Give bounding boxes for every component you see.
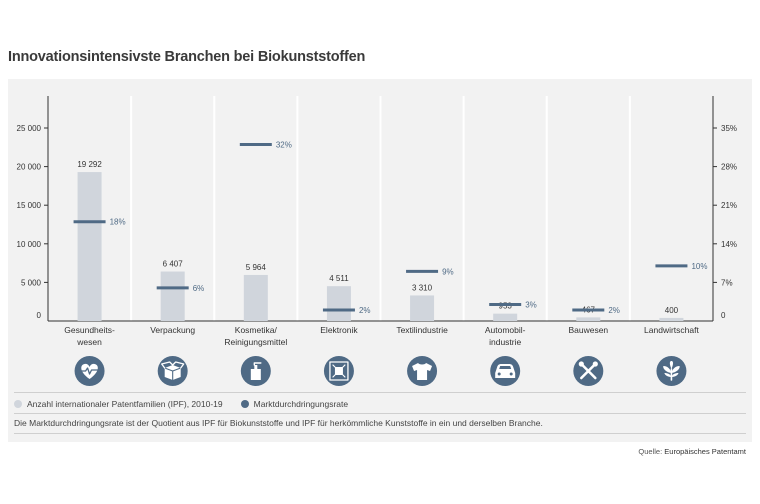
icon-glyph [254, 365, 258, 369]
footnote: Die Marktdurchdringungsrate ist der Quot… [14, 418, 543, 428]
bar [77, 172, 102, 321]
bar-value-label: 6 407 [163, 260, 184, 269]
icon-glyph [664, 373, 679, 377]
y-left-tick-label: 0 [37, 311, 42, 320]
icon-glyph [161, 361, 185, 369]
divider-middle [14, 413, 746, 414]
icon-glyph [580, 362, 597, 380]
icon-glyph [412, 363, 433, 380]
y-right-tick-label: 7% [721, 278, 733, 287]
bar [576, 317, 601, 321]
legend-item-rate: Marktdurchdringungsrate [240, 399, 349, 409]
icon-glyph [578, 361, 584, 367]
y-left-tick-label: 5 000 [21, 278, 42, 287]
bar-value-label: 19 292 [77, 160, 102, 169]
rate-value-label: 2% [359, 306, 371, 315]
rate-value-label: 3% [525, 300, 537, 309]
legend-label-rate: Marktdurchdringungsrate [253, 399, 349, 409]
bar [659, 317, 684, 321]
bar [493, 313, 518, 321]
legend-swatch-rate [240, 400, 249, 408]
y-right-tick-label: 35% [721, 124, 737, 133]
icon-glyph [671, 366, 680, 373]
category-label: Textilindustrie [396, 325, 448, 335]
heart-pulse-icon [74, 356, 105, 386]
rate-value-label: 6% [193, 284, 205, 293]
icon-glyph [164, 367, 182, 381]
y-right-tick-label: 21% [721, 201, 737, 210]
category-label: industrie [489, 337, 521, 347]
category-label: Elektronik [320, 325, 358, 335]
bar [410, 295, 435, 321]
category-label: Bauwesen [568, 325, 608, 335]
chart-title: Innovationsintensivste Branchen bei Biok… [8, 49, 366, 65]
dispenser-bottle-icon [240, 356, 271, 386]
bar-value-label: 953 [499, 302, 513, 311]
icon-glyph [669, 361, 674, 369]
category-label: Landwirtschaft [644, 325, 699, 335]
divider-top [14, 392, 746, 393]
legend: Anzahl internationaler Patentfamilien (I… [14, 399, 366, 409]
bar-value-label: 3 310 [412, 283, 433, 292]
bar-value-label: 4 511 [329, 274, 349, 283]
legend-item-ipf: Anzahl internationaler Patentfamilien (I… [14, 399, 223, 409]
y-left-tick-label: 10 000 [17, 240, 42, 249]
rate-value-label: 2% [608, 306, 620, 315]
rate-value-label: 10% [691, 262, 707, 271]
icon-glyph [499, 366, 512, 369]
rate-value-label: 9% [442, 267, 454, 276]
y-left-tick-label: 15 000 [17, 201, 42, 210]
icon-glyph [332, 364, 346, 378]
icon-glyph [334, 367, 343, 375]
legend-label-ipf: Anzahl internationaler Patentfamilien (I… [27, 399, 223, 409]
rate-value-label: 18% [110, 218, 126, 227]
circuit-chip-icon [323, 356, 354, 386]
source-label: Quelle: [638, 447, 663, 456]
bar-value-label: 5 964 [246, 263, 267, 272]
source: Quelle: Europäisches Patentamt [638, 447, 746, 456]
plant-icon [656, 356, 687, 386]
category-label: Kosmetika/ [235, 325, 278, 335]
category-label: Gesundheits- [64, 325, 115, 335]
rate-value-label: 32% [276, 141, 292, 150]
source-value: Europäisches Patentamt [664, 447, 746, 456]
icon-glyph [509, 372, 513, 376]
legend-swatch-ipf [14, 400, 22, 408]
icon-glyph [329, 361, 349, 381]
divider-bottom [14, 433, 746, 434]
icon-glyph [253, 362, 262, 366]
bar [243, 274, 268, 321]
icon-glyph [592, 361, 598, 367]
box-icon [157, 356, 188, 386]
icon-glyph [81, 363, 98, 379]
y-right-tick-label: 14% [721, 240, 737, 249]
icon-glyph [497, 372, 501, 376]
category-label: Automobil- [485, 325, 526, 335]
y-left-tick-label: 20 000 [17, 163, 42, 172]
icon-glyph [250, 369, 261, 380]
bar [160, 271, 185, 321]
y-right-tick-label: 28% [721, 163, 737, 172]
icon-glyph [663, 366, 672, 373]
car-icon [490, 356, 521, 386]
icon-glyph [79, 367, 100, 375]
tshirt-icon [407, 356, 438, 386]
bar [326, 286, 351, 321]
category-label: Verpackung [150, 325, 195, 335]
category-label: Reinigungsmittel [224, 337, 287, 347]
y-left-tick-label: 25 000 [17, 124, 42, 133]
tools-icon [573, 356, 604, 386]
category-label: wesen [76, 337, 102, 347]
y-right-tick-label: 0 [721, 311, 726, 320]
bar-value-label: 400 [665, 306, 679, 315]
